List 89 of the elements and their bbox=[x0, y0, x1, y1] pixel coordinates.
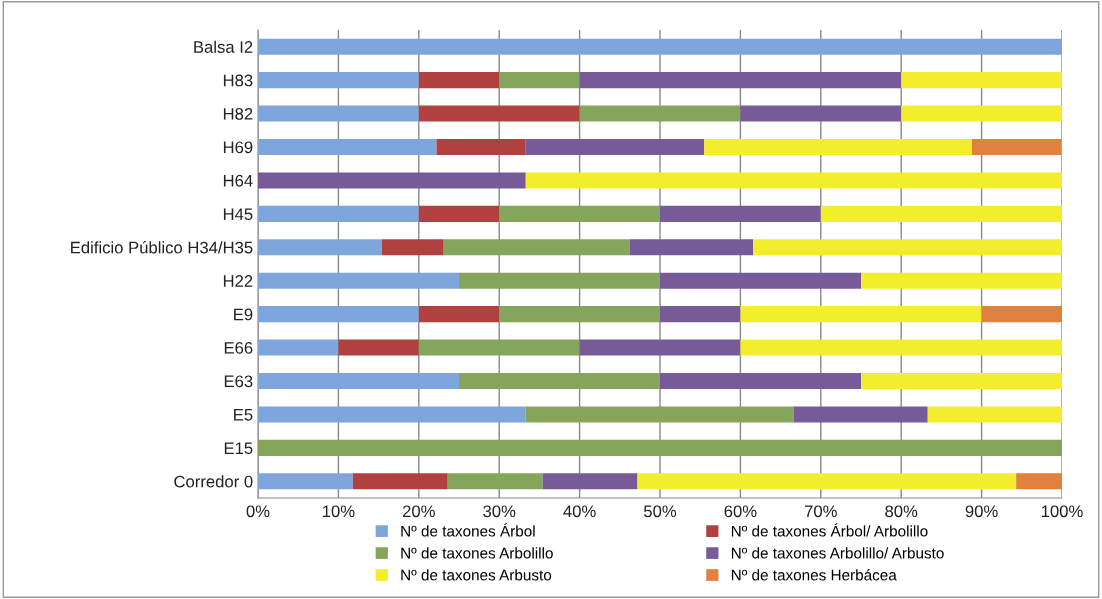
bar bbox=[258, 172, 526, 189]
bar bbox=[258, 372, 459, 390]
legend-label: Nº de taxones Arbolillo bbox=[401, 547, 553, 559]
bar bbox=[981, 306, 1062, 323]
y-tick-label: E66 bbox=[224, 341, 253, 354]
bar bbox=[525, 138, 705, 156]
legend-label: Nº de taxones Arbolillo/ Arbusto bbox=[731, 547, 944, 559]
y-tick-label: E5 bbox=[234, 409, 253, 421]
y-tick-label: Edificio Público H34/H35 bbox=[71, 241, 253, 254]
bar bbox=[901, 72, 1062, 89]
y-tick-label: E63 bbox=[224, 375, 253, 388]
x-tick-label: 50% bbox=[643, 505, 677, 518]
bar bbox=[704, 138, 972, 156]
bar bbox=[447, 473, 543, 490]
bar bbox=[660, 205, 821, 222]
bar bbox=[793, 406, 928, 423]
bar bbox=[542, 473, 638, 490]
bar bbox=[258, 38, 1062, 55]
legend-label: Nº de taxones Árbol bbox=[401, 523, 535, 537]
y-tick-label: Corredor 0 bbox=[174, 475, 253, 488]
y-tick-label: E15 bbox=[224, 442, 253, 455]
bar bbox=[525, 172, 1062, 189]
bar bbox=[258, 138, 437, 156]
bar bbox=[740, 306, 982, 323]
bar bbox=[418, 205, 500, 222]
bar bbox=[660, 372, 861, 390]
bar bbox=[258, 339, 339, 356]
bar bbox=[629, 239, 754, 256]
y-tick-label: H45 bbox=[223, 208, 253, 221]
bar bbox=[418, 72, 500, 89]
bar bbox=[499, 205, 660, 222]
bar bbox=[579, 72, 902, 89]
bar bbox=[971, 138, 1062, 156]
bar bbox=[753, 239, 1062, 256]
bar bbox=[418, 339, 580, 356]
bar bbox=[861, 372, 1062, 390]
bar bbox=[459, 272, 660, 289]
bar bbox=[258, 105, 419, 122]
bar bbox=[740, 105, 902, 122]
x-tick-label: 0% bbox=[246, 505, 270, 518]
y-tick-label: H82 bbox=[223, 107, 253, 120]
x-tick-label: 20% bbox=[402, 505, 435, 518]
bar bbox=[525, 406, 794, 423]
x-tick-label: 80% bbox=[885, 505, 918, 518]
bar bbox=[258, 72, 419, 89]
bar bbox=[258, 439, 1062, 456]
legend-label: Nº de taxones Arbusto bbox=[401, 569, 552, 581]
bar bbox=[861, 272, 1062, 289]
bar bbox=[436, 138, 526, 156]
bar bbox=[258, 205, 419, 222]
y-tick-label: H22 bbox=[223, 275, 253, 287]
bar bbox=[927, 406, 1062, 423]
x-tick-label: 100% bbox=[1041, 505, 1083, 518]
legend-label: Nº de taxones Árbol/ Arbolillo bbox=[731, 523, 928, 537]
x-tick-label: 60% bbox=[724, 505, 757, 518]
bar bbox=[418, 105, 580, 122]
x-tick-label: 90% bbox=[965, 505, 998, 518]
x-tick-label: 10% bbox=[322, 505, 355, 518]
y-tick-label: E9 bbox=[234, 308, 253, 321]
bar bbox=[258, 272, 459, 289]
x-tick-label: 70% bbox=[804, 505, 837, 518]
bar bbox=[499, 72, 580, 89]
bar bbox=[381, 239, 444, 256]
bar bbox=[660, 272, 861, 289]
bar bbox=[579, 105, 741, 122]
y-tick-label: H83 bbox=[223, 74, 253, 87]
bar bbox=[418, 306, 500, 323]
bar bbox=[258, 239, 382, 256]
bar bbox=[820, 205, 1062, 222]
bar bbox=[459, 372, 660, 390]
legend-label: Nº de taxones Herbácea bbox=[731, 569, 897, 581]
bar bbox=[637, 473, 1017, 490]
bar bbox=[660, 306, 741, 323]
bar bbox=[740, 339, 1062, 356]
bar bbox=[499, 306, 660, 323]
y-tick-label: H64 bbox=[223, 174, 253, 187]
bar bbox=[579, 339, 741, 356]
bar bbox=[258, 473, 353, 490]
y-tick-label: H69 bbox=[223, 141, 253, 154]
bar bbox=[258, 306, 419, 323]
bar bbox=[443, 239, 630, 256]
bar bbox=[258, 406, 526, 423]
bar bbox=[338, 339, 419, 356]
x-tick-label: 30% bbox=[483, 505, 516, 518]
x-tick-label: 40% bbox=[563, 505, 596, 518]
bar bbox=[901, 105, 1062, 122]
bar bbox=[1016, 473, 1062, 490]
bar bbox=[352, 473, 448, 490]
y-tick-label: Balsa I2 bbox=[194, 40, 253, 53]
